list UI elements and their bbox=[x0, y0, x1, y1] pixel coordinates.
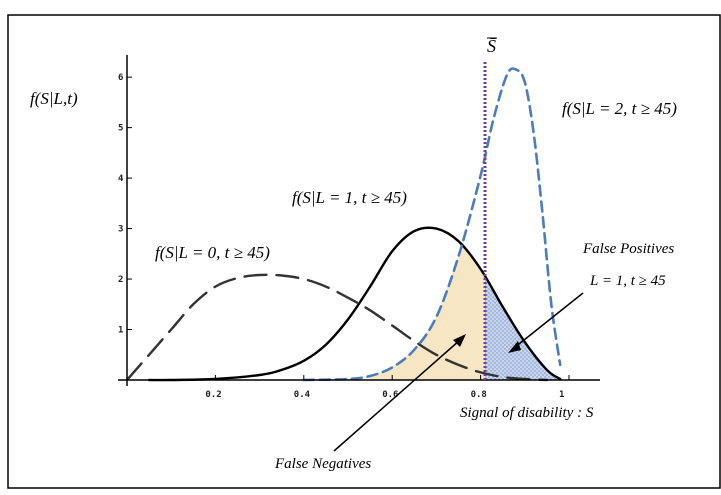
label-l0: f(S|L = 0, t ≥ 45) bbox=[155, 243, 270, 262]
false-positives-arrow bbox=[508, 292, 584, 353]
axes: 0.2 0.4 0.6 0.8 1 1 2 3 4 5 6 bbox=[118, 55, 600, 400]
false-positives-label: False Positives bbox=[582, 241, 674, 257]
x-tick-label: 0.2 bbox=[205, 390, 221, 400]
x-tick-label: 1 bbox=[559, 390, 564, 400]
y-tick-label: 1 bbox=[118, 326, 123, 336]
false-negatives-label: False Negatives bbox=[274, 456, 371, 472]
series-line-0 bbox=[125, 273, 549, 382]
figure-border bbox=[7, 14, 721, 489]
density-curves bbox=[125, 67, 562, 382]
false-negatives-area bbox=[370, 246, 486, 380]
threshold-label: S̄ bbox=[487, 36, 496, 56]
false-positives-condition: L = 1, t ≥ 45 bbox=[589, 273, 666, 289]
x-tick-label: 0.6 bbox=[382, 390, 398, 400]
y-tick-label: 3 bbox=[118, 225, 123, 235]
false-negatives-arrow bbox=[333, 334, 466, 452]
x-tick-label: 0.4 bbox=[294, 390, 311, 400]
label-l2: f(S|L = 2, t ≥ 45) bbox=[562, 99, 677, 118]
y-axis-label: f(S|L,t) bbox=[30, 89, 78, 108]
x-axis-label: Signal of disability : S bbox=[460, 405, 594, 421]
shaded-areas bbox=[370, 246, 561, 380]
series-line-1 bbox=[147, 226, 562, 382]
y-tick-label: 4 bbox=[118, 174, 124, 184]
label-l1: f(S|L = 1, t ≥ 45) bbox=[292, 188, 407, 207]
y-tick-label: 6 bbox=[118, 73, 123, 83]
series-line-2 bbox=[302, 67, 562, 382]
x-tick-label: 0.8 bbox=[471, 390, 487, 400]
threshold-line bbox=[483, 37, 497, 380]
y-tick-label: 5 bbox=[118, 124, 123, 134]
false-positives-area bbox=[485, 276, 561, 380]
y-tick-label: 2 bbox=[118, 275, 123, 285]
